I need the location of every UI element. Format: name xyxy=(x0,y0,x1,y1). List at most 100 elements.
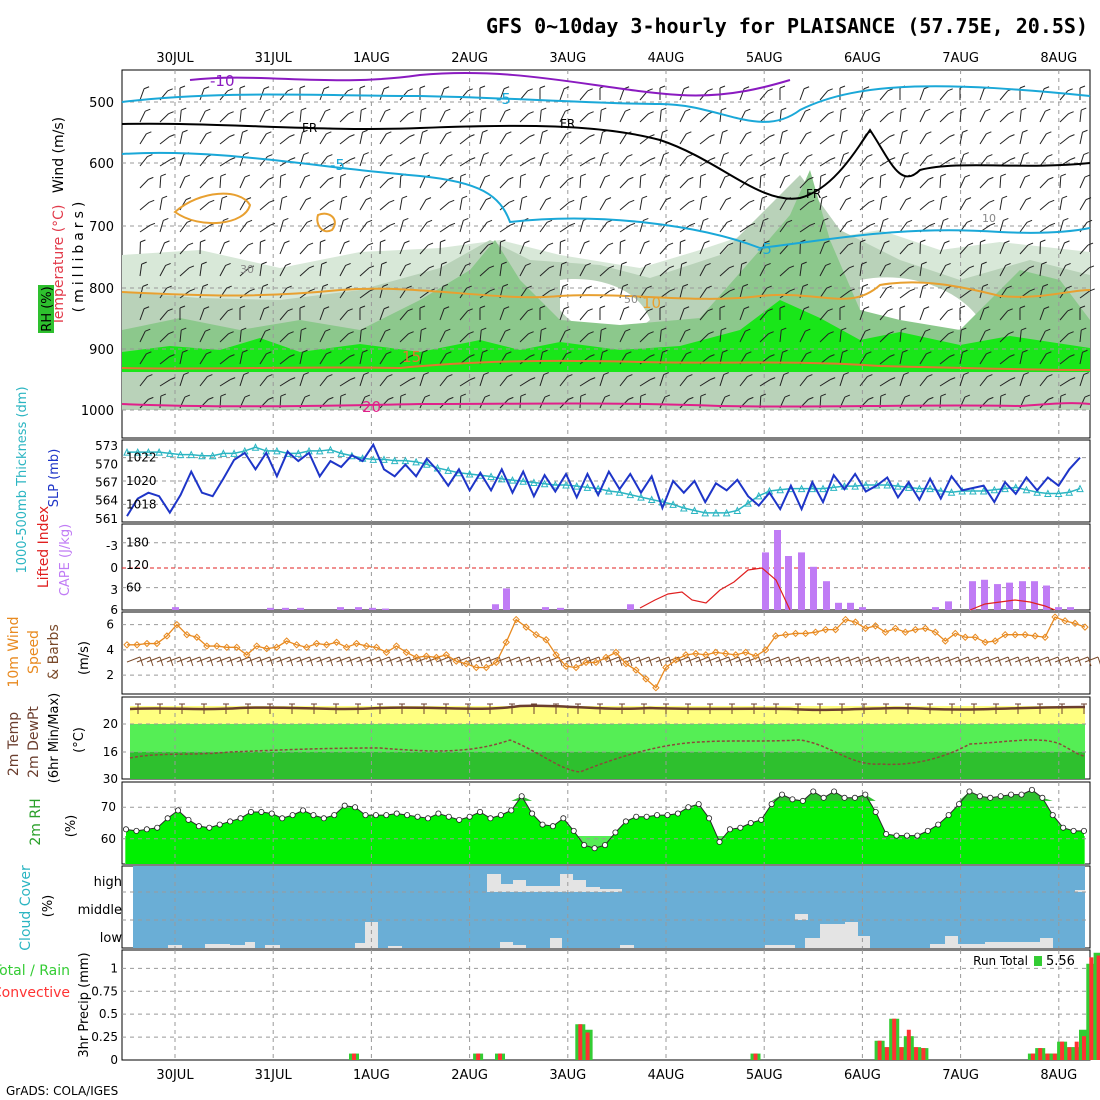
rh2m-marker xyxy=(424,815,431,822)
rh2m-marker xyxy=(268,810,275,817)
wind10-barb-flag xyxy=(259,656,264,667)
wind-barb-flag xyxy=(599,305,606,309)
wind10-marker xyxy=(851,618,860,626)
wind-barb xyxy=(179,330,182,343)
wind-barb xyxy=(719,374,725,387)
wind-barb xyxy=(759,265,767,277)
lifted-index-line xyxy=(639,567,1056,611)
level-tick-label: 1000 xyxy=(81,404,114,419)
wind10-marker xyxy=(492,658,500,667)
wind-barb-flag xyxy=(409,134,415,138)
wind10-barb-flag xyxy=(628,656,633,667)
wind-barb xyxy=(159,113,169,123)
wind-barb xyxy=(259,308,265,321)
wind-barb xyxy=(539,330,542,343)
wind10-barb xyxy=(206,656,221,663)
wind-barb xyxy=(199,110,206,123)
bottom-date-label: 3AUG xyxy=(549,1068,586,1083)
wind-barb xyxy=(479,330,482,343)
wind-barb-flag xyxy=(362,129,368,133)
run-total-swatch xyxy=(1034,956,1042,966)
wind-barb-flag xyxy=(161,195,168,199)
cloud-high-bar xyxy=(1075,890,1085,892)
wind-barb xyxy=(479,267,490,277)
wind10-marker xyxy=(372,643,381,652)
rh2m-marker xyxy=(674,810,681,817)
thickness-marker xyxy=(412,457,420,466)
wind-barb-flag xyxy=(920,239,926,243)
wind-barb-flag xyxy=(182,349,188,353)
wind-barb-flag xyxy=(383,86,390,90)
thickness-marker xyxy=(851,482,859,490)
wind-barb-flag xyxy=(588,331,594,335)
wind-barb xyxy=(619,224,631,233)
wind-barb xyxy=(499,110,506,123)
wind-barb-flag xyxy=(722,129,728,133)
wind-barb-flag xyxy=(325,328,331,332)
wind-barb-flag xyxy=(348,111,354,115)
rh2m-marker xyxy=(987,794,994,801)
wind10-barb xyxy=(506,656,520,663)
wind-barb-flag xyxy=(786,219,793,223)
wind-barb-flag xyxy=(188,265,195,269)
wind-barb xyxy=(579,310,589,321)
thickness-marker xyxy=(551,480,560,489)
rh2m-marker xyxy=(206,824,213,831)
wind-barb-flag xyxy=(1008,331,1014,335)
wind10-barb xyxy=(276,656,290,663)
wind-barb xyxy=(399,265,407,277)
wind-barb-flag xyxy=(589,354,595,358)
wind-barb xyxy=(159,175,162,189)
wind-barb-flag xyxy=(309,288,315,292)
wind-barb-flag xyxy=(308,265,315,269)
wind10-barb-flag xyxy=(398,656,403,667)
wind-barb-flag xyxy=(303,372,309,376)
wind-barb xyxy=(479,154,485,167)
upper-air-panel: -10 -5 -5 -5 FR FR FR 10 15 20 30 50 10 … xyxy=(38,69,1095,439)
wind-barb xyxy=(539,176,546,189)
wind10-barb xyxy=(396,656,410,663)
wind-barb xyxy=(739,376,748,387)
wind-barb-flag xyxy=(1082,129,1088,133)
wind-barb xyxy=(759,159,771,167)
wind10-barb xyxy=(895,656,909,663)
wind-barb xyxy=(859,264,863,277)
wind-barb-flag xyxy=(386,351,392,355)
wind10-barb xyxy=(755,656,769,663)
label-fr2: FR xyxy=(560,117,575,131)
ylabel-rh: RH (%) xyxy=(40,286,55,331)
wind-barb xyxy=(539,267,550,277)
wind-barb-flag xyxy=(562,283,569,287)
wind-barb xyxy=(1039,179,1049,189)
cloud-low-bar xyxy=(230,945,245,948)
wind-barb-flag xyxy=(143,306,150,310)
wind10-barb-flag xyxy=(808,656,813,667)
wind-barb-flag xyxy=(466,285,472,289)
wind-barb-flag xyxy=(927,154,933,158)
wind-barb-flag xyxy=(782,349,788,353)
wind-barb xyxy=(139,224,151,233)
wind-barb-flag xyxy=(1045,108,1051,112)
grads-credit: GrADS: COLA/IGES xyxy=(6,1084,118,1098)
wind-barb-flag xyxy=(964,394,971,398)
cape-tick-label: 120 xyxy=(126,558,149,572)
wind10-marker xyxy=(143,639,151,648)
wind-barb xyxy=(179,154,185,167)
rh2m-marker xyxy=(560,815,567,822)
wind-barb-flag xyxy=(1049,222,1056,226)
wind10-barb-flag xyxy=(518,656,523,667)
wind-barb-flag xyxy=(784,394,791,398)
wind-barb-flag xyxy=(408,331,414,335)
wind-barb-flag xyxy=(944,240,950,244)
wind-barb-flag xyxy=(727,242,734,246)
wind-barb xyxy=(519,220,524,233)
wind-barb-flag xyxy=(902,129,908,133)
rh2m-marker xyxy=(758,816,765,823)
wind10-barb xyxy=(845,656,859,663)
wind-barb xyxy=(999,265,1007,277)
wind-barb xyxy=(859,376,868,387)
wind-barb-flag xyxy=(948,331,954,335)
wind-barb xyxy=(319,179,329,189)
wind-barb xyxy=(599,244,609,255)
wind10-marker xyxy=(213,642,221,650)
